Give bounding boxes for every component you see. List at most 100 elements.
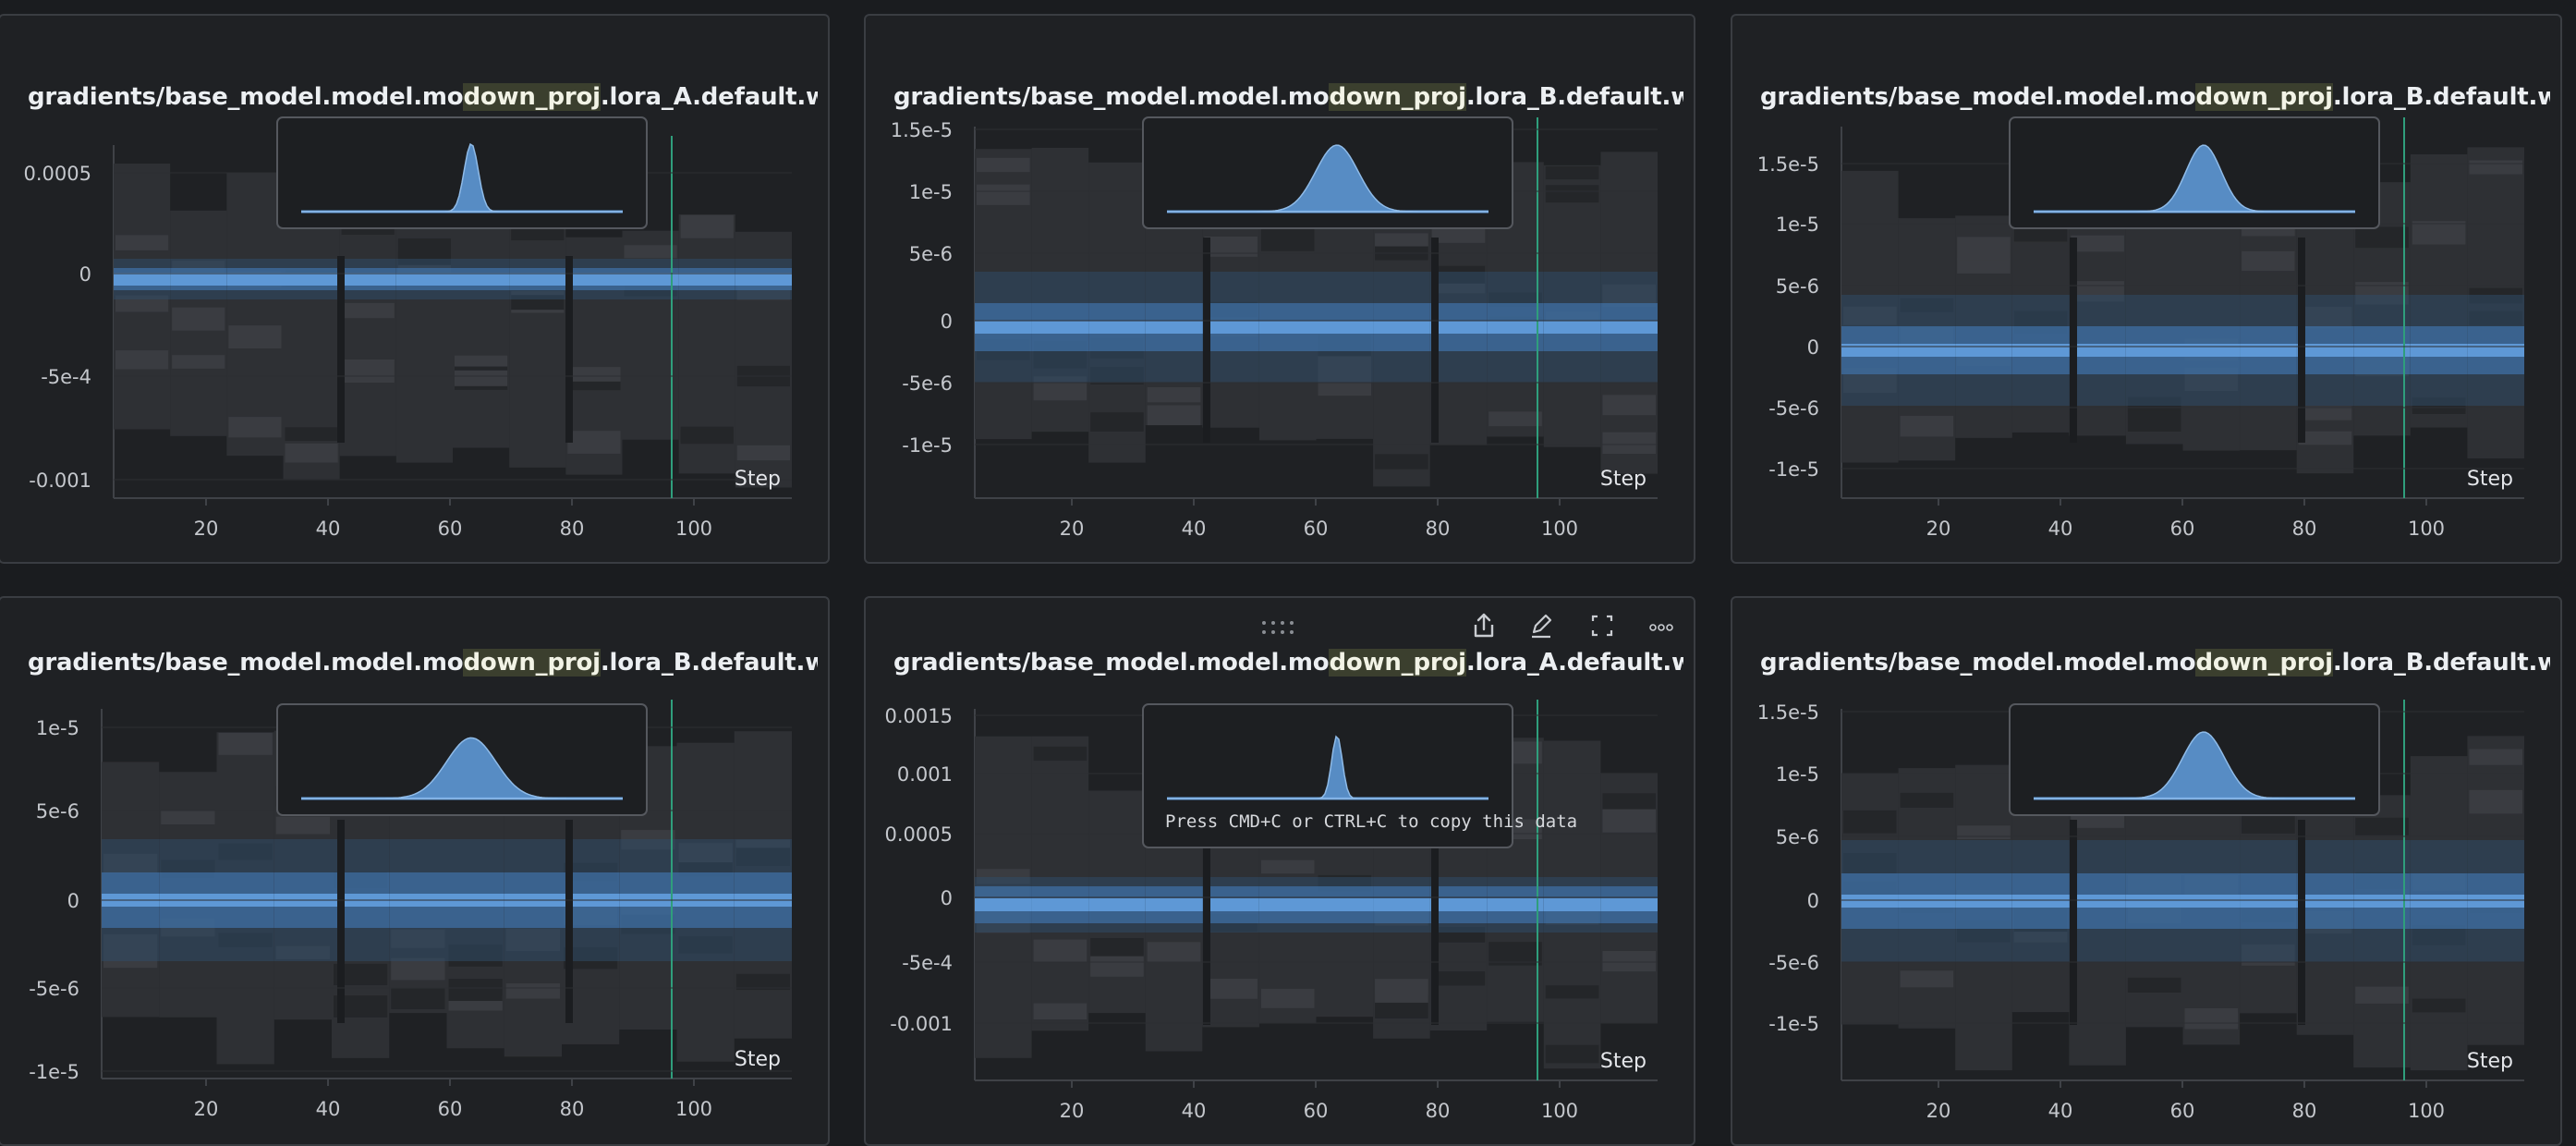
heatmap-cell	[2469, 749, 2522, 765]
heatmap-cell	[1602, 951, 1656, 972]
heatmap-band-core	[1600, 321, 1658, 334]
x-axis-label: Step	[1600, 468, 1646, 491]
heatmap-cell	[228, 325, 282, 349]
heatmap-cell	[226, 172, 284, 457]
y-tick-label: 1e-5	[909, 181, 953, 203]
panel-title: gradients/base_model.model.modown_proj.l…	[1760, 83, 2550, 111]
heatmap-band-core	[1258, 321, 1317, 334]
chart-panel[interactable]: 0.0015 0.001 0.0005 0 -5e-4 -0.001 20 40 60 80 100…	[864, 596, 1695, 1146]
heatmap-cell	[2355, 817, 2409, 835]
pencil-icon[interactable]	[1525, 612, 1558, 645]
x-tick-label: 80	[2292, 1100, 2317, 1122]
heatmap-cell	[1957, 258, 2011, 274]
x-tick-label: 100	[1541, 1100, 1578, 1122]
heatmap-cell	[2412, 221, 2466, 245]
heatmap-band-core	[2240, 344, 2297, 357]
y-tick-label: 0.001	[897, 763, 953, 786]
heatmap-cell	[735, 973, 790, 991]
drag-handle[interactable]	[1260, 619, 1306, 636]
distribution-histogram	[2034, 145, 2355, 212]
chart-panel[interactable]: 1.5e-5 1e-5 5e-6 0 -5e-6 -1e-5 20 40 60 80 100 Step…	[1731, 596, 2562, 1146]
x-tick-label: 100	[675, 1098, 712, 1120]
fullscreen-icon[interactable]	[1586, 612, 1619, 645]
heatmap-cell	[977, 184, 1030, 205]
heatmap-chart: 1e-5 5e-6 0 -5e-6 -1e-5 20 40 60 80 100 Step	[29, 700, 792, 1120]
x-tick-label: 60	[2170, 518, 2195, 540]
x-tick-label: 20	[194, 1098, 219, 1120]
chart-panel[interactable]: 1e-5 5e-6 0 -5e-6 -1e-5 20 40 60 80 100 Step gradi…	[0, 596, 830, 1146]
heatmap-cell	[1204, 978, 1258, 999]
heatmap-cell	[341, 359, 395, 384]
heatmap-band-core	[1543, 321, 1601, 334]
y-tick-label: -1e-5	[902, 434, 953, 457]
heatmap-band-core	[622, 273, 679, 286]
heatmap-cell	[2298, 406, 2352, 421]
y-tick-label: 1.5e-5	[1757, 153, 1819, 176]
heatmap-cell	[161, 811, 215, 825]
heatmap-cell	[172, 307, 225, 331]
heatmap-cell	[1260, 988, 1315, 1008]
x-tick-label: 20	[1926, 518, 1951, 540]
x-tick-label: 80	[560, 1098, 585, 1120]
heatmap-cell	[1260, 860, 1315, 874]
heatmap-cell	[1602, 809, 1656, 833]
y-tick-label: -1e-5	[1768, 458, 1819, 481]
heatmap-band-core	[1373, 898, 1430, 911]
heatmap-cell	[1957, 825, 2011, 840]
heatmap-band-core	[2069, 344, 2126, 357]
heatmap-cell	[455, 370, 508, 386]
share-icon[interactable]	[1467, 612, 1501, 645]
x-tick-label: 20	[1060, 1100, 1085, 1122]
chart-panel[interactable]: 0.0005 0 -5e-4 -0.001 20 40 60 80 100 Step gradie…	[0, 14, 830, 564]
y-tick-label: -5e-6	[1768, 397, 1819, 420]
x-axis-label: Step	[2467, 468, 2513, 491]
heatmap-band-core	[1373, 321, 1430, 334]
chart-panel[interactable]: 1.5e-5 1e-5 5e-6 0 -5e-6 -1e-5 20 40 60 80 100 Step…	[1731, 14, 2562, 564]
y-tick-label: -5e-4	[902, 952, 953, 974]
copy-hint-text: Press CMD+C or CTRL+C to copy this data	[1165, 811, 1577, 832]
x-tick-label: 60	[1304, 518, 1329, 540]
heatmap-band-core	[2125, 895, 2183, 908]
distribution-outline	[1167, 735, 1488, 799]
heatmap-cell	[228, 417, 282, 438]
heatmap-band-core	[1600, 898, 1658, 911]
heatmap-cell	[1900, 415, 1954, 437]
panel-title: gradients/base_model.model.modown_proj.l…	[893, 649, 1683, 677]
heatmap-band-core	[1145, 898, 1203, 911]
heatmap-band-core	[1955, 895, 2012, 908]
heatmap-band-core	[1088, 321, 1146, 334]
more-icon[interactable]	[1645, 612, 1678, 645]
heatmap-cell	[1545, 185, 1599, 203]
heatmap-cell	[680, 214, 734, 238]
heatmap-cell	[285, 443, 338, 463]
heatmap-cell	[2071, 811, 2124, 828]
heatmap-band-core	[2410, 344, 2468, 357]
heatmap-gap	[1431, 820, 1439, 1025]
chart-panel[interactable]: 1.5e-5 1e-5 5e-6 0 -5e-6 -1e-5 20 40 60 80 100 Step…	[864, 14, 1695, 564]
heatmap-band-core	[2182, 344, 2241, 357]
drag-dots-icon	[1262, 621, 1294, 634]
heatmap-cell	[1488, 411, 1542, 427]
heatmap-cell	[397, 238, 451, 262]
heatmap-band-core	[2069, 895, 2126, 908]
y-tick-label: 1e-5	[36, 717, 79, 739]
heatmap-cell	[624, 245, 677, 259]
y-tick-label: 0	[941, 311, 953, 333]
y-tick-label: -5e-4	[41, 366, 91, 388]
x-tick-label: 60	[438, 518, 463, 540]
heatmap-cell	[2412, 998, 2466, 1013]
heatmap-cell	[2355, 226, 2409, 249]
x-axis-label: Step	[2467, 1050, 2513, 1073]
heatmap-gap	[565, 256, 573, 443]
heatmap-cell	[2127, 977, 2181, 993]
distribution-outline	[301, 142, 623, 213]
heatmap-cell	[2469, 789, 2522, 814]
heatmap-cell	[1431, 971, 1486, 986]
x-tick-label: 80	[2292, 518, 2317, 540]
heatmap-cell	[1488, 942, 1542, 966]
heatmap-cell	[1602, 395, 1656, 416]
heatmap-band-core	[2296, 895, 2354, 908]
y-tick-label: 0.0015	[885, 705, 953, 727]
panel-title: gradients/base_model.model.modown_proj.l…	[28, 649, 818, 677]
heatmap-band-core	[339, 273, 396, 286]
